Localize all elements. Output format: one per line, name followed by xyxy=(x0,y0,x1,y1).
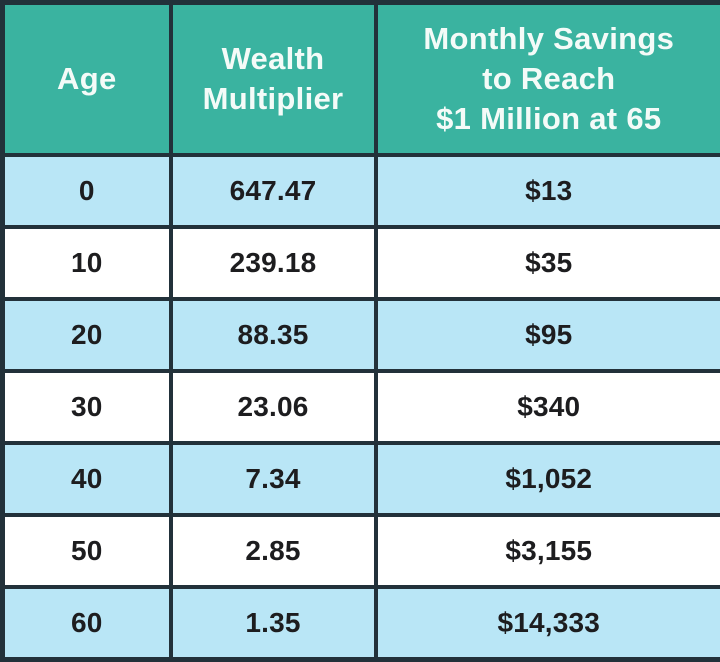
multiplier-cell: 239.18 xyxy=(168,224,378,301)
table-row-age-20: 20 88.35 $95 xyxy=(0,296,720,373)
age-cell: 10 xyxy=(0,224,173,301)
monthly-savings-cell: $13 xyxy=(373,152,720,229)
table-row-age-50: 50 2.85 $3,155 xyxy=(0,513,720,590)
monthly-savings-cell: $1,052 xyxy=(373,441,720,518)
table-row-age-0: 0 647.47 $13 xyxy=(0,152,720,229)
multiplier-cell: 88.35 xyxy=(168,296,378,373)
age-cell: 20 xyxy=(0,296,173,373)
table-row-age-40: 40 7.34 $1,052 xyxy=(0,441,720,518)
multiplier-cell: 647.47 xyxy=(168,152,378,229)
header-row: Age Wealth Multiplier Monthly Savings to… xyxy=(0,0,720,157)
multiplier-cell: 1.35 xyxy=(168,585,378,662)
monthly-savings-cell: $3,155 xyxy=(373,513,720,590)
monthly-savings-cell: $35 xyxy=(373,224,720,301)
column-header-monthly-savings: Monthly Savings to Reach $1 Million at 6… xyxy=(373,0,720,157)
multiplier-cell: 23.06 xyxy=(168,368,378,446)
age-cell: 30 xyxy=(0,368,173,446)
age-cell: 50 xyxy=(0,513,173,590)
multiplier-cell: 7.34 xyxy=(168,441,378,518)
multiplier-cell: 2.85 xyxy=(168,513,378,590)
monthly-savings-cell: $14,333 xyxy=(373,585,720,662)
column-header-wealth-multiplier: Wealth Multiplier xyxy=(168,0,378,157)
column-header-age: Age xyxy=(0,0,173,157)
age-cell: 60 xyxy=(0,585,173,662)
table-row-age-60: 60 1.35 $14,333 xyxy=(0,585,720,662)
monthly-savings-cell: $340 xyxy=(373,368,720,446)
monthly-savings-cell: $95 xyxy=(373,296,720,373)
table-row-age-10: 10 239.18 $35 xyxy=(0,224,720,301)
age-cell: 0 xyxy=(0,152,173,229)
age-cell: 40 xyxy=(0,441,173,518)
table-row-age-30: 30 23.06 $340 xyxy=(0,368,720,446)
